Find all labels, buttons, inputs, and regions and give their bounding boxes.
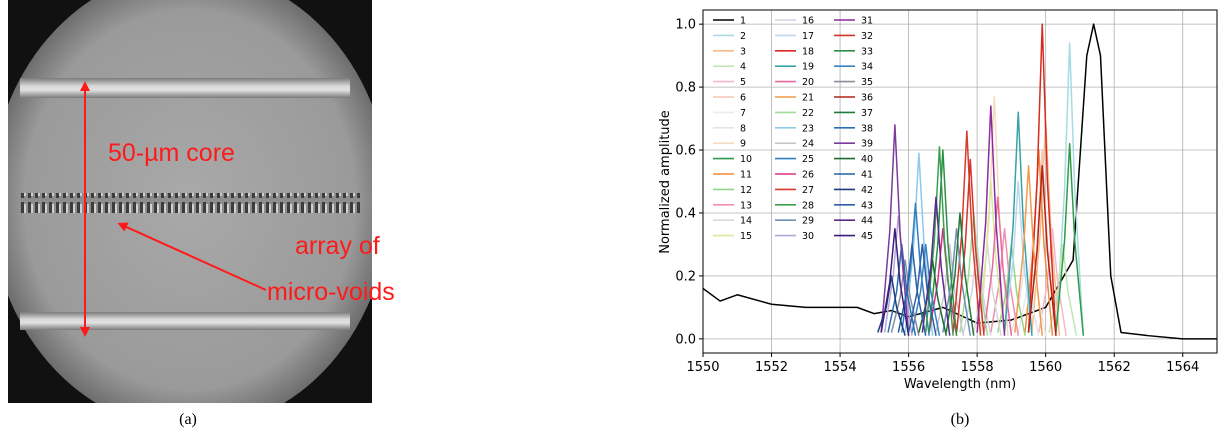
caption: (a): [179, 411, 197, 428]
legend-label: 13: [740, 200, 752, 211]
x-tick-label: 1560: [1029, 360, 1062, 375]
x-tick-label: 1550: [686, 360, 719, 375]
legend-label: 30: [802, 231, 814, 242]
legend-label: 35: [861, 77, 873, 88]
series-line: [911, 243, 941, 336]
series-line: [945, 212, 975, 336]
legend-label: 26: [802, 170, 814, 181]
y-tick-label: 0.4: [675, 206, 696, 221]
legend-label: 14: [740, 216, 752, 227]
series-line: [990, 227, 1019, 336]
legend-label: 19: [802, 62, 814, 73]
legend-label: 28: [802, 200, 814, 211]
legend-label: 24: [802, 139, 814, 150]
series-line: [1038, 227, 1067, 336]
y-tick-label: 1.0: [675, 18, 696, 33]
series-line: [1055, 142, 1085, 336]
legend-label: 11: [740, 170, 752, 181]
legend-label: 16: [802, 16, 814, 27]
legend-label: 18: [802, 46, 814, 57]
y-tick-label: 0.0: [675, 332, 696, 347]
legend-label: 36: [861, 93, 873, 104]
series-line: [983, 196, 1013, 336]
series-line: [942, 227, 972, 336]
legend-label: 27: [802, 185, 814, 196]
legend-label: 44: [861, 216, 873, 227]
legend-label: 12: [740, 185, 752, 196]
legend-label: 39: [861, 139, 873, 150]
series-line: [880, 124, 910, 336]
legend-label: 41: [861, 170, 873, 181]
x-tick-label: 1554: [824, 360, 857, 375]
legend-label: 38: [861, 123, 873, 134]
series-line: [1055, 42, 1085, 336]
legend-label: 45: [861, 231, 873, 242]
series-line: [1003, 180, 1033, 336]
series-line: [976, 180, 1006, 336]
series-line: [955, 158, 985, 336]
series-line: [976, 105, 1006, 336]
legend-label: 22: [802, 108, 814, 119]
legend-label: 29: [802, 216, 814, 227]
annotation: 50-µm core: [108, 139, 235, 167]
caption: (b): [951, 411, 970, 428]
annotation: array of: [295, 232, 380, 260]
series-line: [1027, 23, 1057, 336]
series-line: [1027, 165, 1057, 336]
micrograph: [8, 0, 372, 403]
x-tick-label: 1552: [755, 360, 788, 375]
y-axis-label: Normalized amplitude: [658, 110, 673, 254]
legend-label: 7: [740, 108, 746, 119]
axes-frame: [702, 9, 1218, 354]
legend-label: 21: [802, 93, 814, 104]
y-tick-label: 0.6: [675, 144, 696, 159]
legend-label: 23: [802, 123, 814, 134]
series-line: [907, 243, 937, 336]
series-line: [952, 130, 982, 336]
series-line: [1003, 111, 1033, 336]
x-axis-label: Wavelength (nm): [904, 377, 1016, 392]
legend-label: 20: [802, 77, 814, 88]
legend-label: 37: [861, 108, 873, 119]
legend-label: 6: [740, 93, 746, 104]
legend-label: 33: [861, 46, 873, 57]
legend-label: 32: [861, 31, 873, 42]
legend-label: 5: [740, 77, 746, 88]
legend-label: 40: [861, 154, 873, 165]
series-lines: [703, 23, 1217, 340]
y-tick-label: 0.2: [675, 269, 696, 284]
legend-label: 42: [861, 185, 873, 196]
annotation: micro-voids: [267, 278, 395, 306]
series-line: [904, 152, 934, 336]
legend-label: 3: [740, 46, 746, 57]
x-tick-label: 1558: [961, 360, 994, 375]
x-tick-label: 1556: [892, 360, 925, 375]
y-tick-label: 0.8: [675, 81, 696, 96]
x-tick-label: 1562: [1098, 360, 1131, 375]
legend-label: 2: [740, 31, 746, 42]
legend-label: 25: [802, 154, 814, 165]
legend-label: 15: [740, 231, 752, 242]
series-line: [880, 227, 910, 336]
legend: 1234567891011121314151617181920212223242…: [713, 16, 873, 242]
legend-label: 4: [740, 62, 746, 73]
legend-label: 43: [861, 200, 873, 211]
legend-label: 31: [861, 16, 873, 27]
legend-label: 34: [861, 62, 873, 73]
legend-label: 10: [740, 154, 752, 165]
legend-label: 9: [740, 139, 746, 150]
series-line: [921, 196, 951, 336]
legend-label: 1: [740, 16, 746, 27]
legend-label: 17: [802, 31, 814, 42]
voids-arrow: [117, 222, 267, 291]
series-line: [935, 243, 965, 336]
x-tick-label: 1564: [1166, 360, 1199, 375]
series-line: [1014, 165, 1043, 336]
legend-label: 8: [740, 123, 746, 134]
